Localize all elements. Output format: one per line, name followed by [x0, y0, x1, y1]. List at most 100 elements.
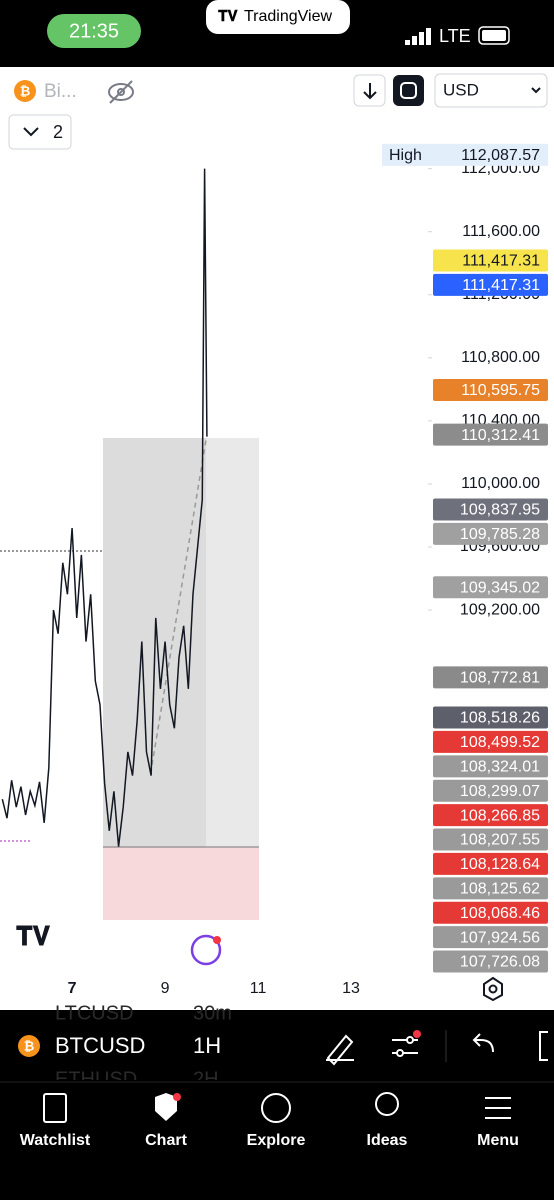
- price-badge: [433, 779, 548, 802]
- battery: [478, 26, 510, 45]
- indicators-count: 2: [53, 122, 63, 142]
- btc-glyph: ₿: [20, 83, 31, 98]
- price-badge: [433, 706, 548, 729]
- high-value: 112,087.57: [461, 147, 540, 164]
- btc-glyph: ₿: [24, 1038, 35, 1053]
- price-badge-label: 110,312.41: [461, 427, 540, 444]
- tv-logo: 𝐓𝐕: [16, 921, 51, 951]
- network: LTE: [439, 26, 471, 46]
- assistant-dot: [213, 936, 221, 944]
- menu-icon: [485, 1097, 511, 1119]
- bottom-symbol[interactable]: BTCUSD: [55, 1033, 145, 1058]
- price-badge: [433, 576, 548, 599]
- settings-icon[interactable]: [483, 976, 503, 1002]
- draw-icon[interactable]: [326, 1034, 354, 1066]
- watchlist-icon: [43, 1093, 67, 1123]
- y-tick-label: 111,600.00: [462, 223, 540, 240]
- bottom-bar: [0, 1010, 554, 1080]
- time-pill: [47, 14, 141, 48]
- y-tick-label: 109,200.00: [460, 601, 540, 618]
- y-tick-label: 110,000.00: [461, 475, 540, 492]
- price-badge: [433, 804, 548, 827]
- price-badge: [433, 828, 548, 851]
- bottom-interval[interactable]: 1H: [193, 1033, 221, 1058]
- price-badge: [433, 249, 548, 272]
- chevron-down: [23, 127, 39, 137]
- redo-icon[interactable]: [539, 1031, 548, 1061]
- btc-icon[interactable]: [14, 80, 36, 102]
- indicators-icon[interactable]: [392, 1036, 418, 1057]
- price-line: [1, 168, 208, 847]
- high-label: High: [389, 147, 422, 164]
- price-badge-label: 108,266.85: [460, 807, 540, 824]
- price-badge-label: 109,837.95: [460, 502, 540, 519]
- price-badge: [433, 666, 548, 689]
- indicators-dot: [413, 1030, 421, 1038]
- symbol[interactable]: Bi...: [44, 81, 77, 102]
- nav-label[interactable]: Chart: [145, 1132, 187, 1149]
- price-badge: [433, 379, 548, 402]
- fullscreen-btn[interactable]: [393, 75, 424, 106]
- nav-label[interactable]: Watchlist: [20, 1132, 91, 1149]
- price-badge-label: 108,068.46: [460, 905, 540, 922]
- app-pill: [206, 0, 350, 34]
- price-badge-label: 109,785.28: [460, 526, 540, 543]
- fullscreen-icon: [400, 82, 417, 99]
- price-badge-label: 108,518.26: [460, 710, 540, 727]
- settings-icon-center: [488, 984, 498, 994]
- currency-select[interactable]: [434, 73, 548, 108]
- hide-icon[interactable]: [108, 80, 134, 104]
- price-badge: [433, 901, 548, 924]
- indicators-toggle[interactable]: [8, 114, 72, 150]
- price-badge: [433, 926, 548, 949]
- price-badge-label: 111,417.31: [462, 253, 540, 270]
- x-tick-label: 13: [342, 980, 360, 997]
- price-badge: [433, 877, 548, 900]
- price-badge-label: 108,499.52: [460, 734, 540, 751]
- time: 21:35: [69, 20, 119, 42]
- currency: USD: [443, 80, 479, 99]
- price-badge-label: 110,595.75: [461, 382, 540, 399]
- price-badge-label: 107,726.08: [460, 954, 540, 971]
- high-badge: [382, 143, 548, 166]
- nav-bar: [0, 1080, 554, 1200]
- stop-zone: [103, 847, 259, 920]
- price-badge-label: 108,772.81: [460, 670, 540, 687]
- plot: 112,000.00111,600.00111,200.00110,800.00…: [1, 143, 548, 997]
- app-name: TradingView: [244, 8, 332, 25]
- nav-label[interactable]: Ideas: [367, 1132, 408, 1149]
- app-logo: 𝐓𝐕: [218, 8, 239, 25]
- assistant-icon[interactable]: [190, 934, 222, 966]
- price-badge: [433, 273, 548, 296]
- price-badge: [433, 498, 548, 521]
- undo-icon[interactable]: [472, 1033, 494, 1053]
- y-tick-label: 110,800.00: [461, 349, 540, 366]
- price-badge-label: 108,299.07: [460, 783, 540, 800]
- ideas-icon: [375, 1092, 399, 1116]
- down-arrow: [363, 83, 377, 100]
- price-badge: [433, 423, 548, 446]
- nav-items: Watchlist Chart Explore Ideas Menu: [20, 1132, 519, 1149]
- explore-icon: [261, 1093, 291, 1123]
- x-tick-label: 7: [68, 980, 77, 997]
- chart-dot: [173, 1093, 181, 1101]
- bg-symbol: LTCUSD: [55, 1002, 134, 1024]
- nav-label[interactable]: Explore: [247, 1132, 306, 1149]
- btc-icon: [18, 1035, 40, 1057]
- bg-interval: 30m: [193, 1002, 232, 1024]
- price-badge-label: 108,324.01: [460, 759, 540, 776]
- price-badge: [433, 852, 548, 875]
- price-badge: [433, 730, 548, 753]
- price-badge: [433, 522, 548, 545]
- chevron: [531, 87, 541, 94]
- price-badge-label: 108,207.55: [460, 832, 540, 849]
- x-tick-label: 11: [250, 980, 267, 997]
- signal-icon: [405, 28, 431, 45]
- price-badge: [433, 950, 548, 973]
- nav-label[interactable]: Menu: [477, 1132, 519, 1149]
- path-arrow: [151, 439, 207, 766]
- battery-level: [482, 30, 506, 41]
- price-badge-label: 107,924.56: [460, 929, 540, 946]
